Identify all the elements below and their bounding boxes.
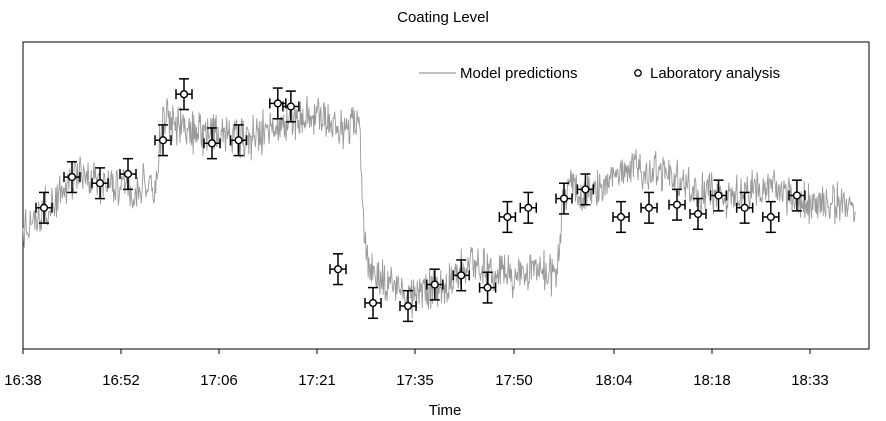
lab-analysis-point [709, 179, 728, 212]
lab-analysis-point [282, 90, 300, 123]
lab-analysis-point [175, 78, 193, 111]
lab-marker [123, 169, 133, 179]
lab-marker [403, 301, 413, 311]
lab-marker [67, 172, 77, 182]
x-tick-label: 17:35 [396, 372, 434, 389]
lab-analysis-point [788, 179, 806, 212]
lab-analysis-point [576, 173, 595, 206]
lab-marker [766, 212, 775, 222]
legend: Model predictions Laboratory analysis [419, 65, 780, 82]
lab-analysis-point [452, 259, 470, 292]
lab-analysis-point [498, 200, 517, 234]
lab-analysis-point [640, 191, 658, 224]
lab-analysis-point [119, 157, 137, 191]
lab-analysis-point [203, 127, 221, 160]
x-tick-label: 16:38 [4, 372, 42, 389]
lab-analysis-point [762, 200, 780, 234]
x-tick-label: 18:04 [595, 372, 633, 389]
lab-analysis-point [689, 197, 707, 231]
legend-marker-laboratory-analysis [634, 69, 642, 77]
lab-marker [286, 102, 295, 111]
lab-analysis-point [399, 289, 417, 323]
x-tick-label: 17:06 [200, 372, 238, 389]
lab-marker [672, 200, 682, 209]
x-axis: 16:38 16:52 17:06 17:21 17:35 17:50 18:04 18:18… [4, 349, 829, 389]
lab-marker [333, 265, 343, 274]
lab-marker [616, 212, 626, 222]
lab-marker [457, 271, 466, 280]
lab-analysis-point [612, 200, 630, 234]
lab-marker [714, 191, 723, 200]
lab-marker [693, 209, 703, 219]
x-axis-label: Time [429, 402, 462, 419]
lab-analysis-point [229, 124, 248, 157]
model-predictions-layer [22, 95, 856, 319]
lab-analysis-point [426, 268, 444, 301]
lab-analysis-point [329, 253, 347, 286]
chart-title: Coating Level [397, 9, 489, 26]
x-tick-label: 18:18 [693, 372, 731, 389]
lab-marker [559, 194, 569, 203]
lab-marker [430, 280, 439, 289]
x-tick-label: 17:21 [298, 372, 336, 389]
lab-marker [368, 298, 378, 308]
lab-marker [792, 191, 802, 200]
lab-marker [483, 283, 492, 292]
legend-label-laboratory-analysis: Laboratory analysis [650, 65, 780, 82]
x-tick-label: 18:33 [791, 372, 829, 389]
lab-marker [740, 203, 749, 212]
legend-label-model-predictions: Model predictions [460, 65, 578, 82]
lab-marker [273, 99, 282, 108]
lab-analysis-point [154, 124, 172, 157]
lab-marker [503, 212, 512, 222]
lab-analysis-point [555, 182, 573, 215]
lab-marker [158, 136, 168, 145]
x-tick-label: 16:52 [102, 372, 140, 389]
lab-analysis-point [519, 191, 538, 224]
lab-marker [644, 203, 654, 212]
lab-analysis-point [91, 167, 109, 200]
lab-marker [95, 179, 105, 188]
lab-analysis-point [63, 160, 81, 194]
lab-marker [179, 90, 189, 99]
lab-marker [524, 203, 533, 212]
lab-analysis-point [735, 191, 754, 224]
lab-analysis-point [478, 271, 497, 304]
lab-analysis-point [668, 188, 686, 221]
x-tick-label: 17:50 [495, 372, 533, 389]
lab-marker [207, 139, 217, 148]
lab-marker [581, 185, 590, 194]
lab-marker [39, 203, 49, 212]
lab-analysis-point [364, 286, 382, 320]
model-predictions-line [22, 95, 856, 319]
laboratory-analysis-layer [35, 78, 806, 323]
lab-analysis-point [35, 191, 53, 224]
lab-marker [234, 136, 243, 145]
